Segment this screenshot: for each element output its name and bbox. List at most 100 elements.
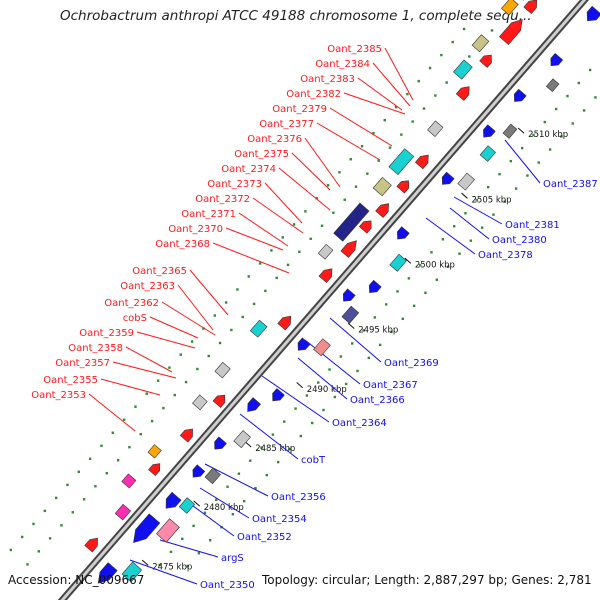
gc-dot (237, 472, 241, 475)
gene-arrow (498, 19, 523, 45)
gene-label: Oant_2357 (55, 358, 110, 369)
gene-arrow (455, 86, 470, 101)
gene-feature (121, 473, 137, 489)
gene-box (313, 338, 331, 357)
gc-dot (192, 524, 195, 528)
gc-dot (322, 408, 325, 412)
gene-box (427, 120, 444, 137)
leader-line (304, 137, 341, 188)
gc-dot (315, 197, 318, 200)
gc-dot (385, 303, 388, 306)
gene-arrow (212, 394, 226, 408)
gene-feature (375, 203, 389, 218)
gc-dot (560, 135, 563, 138)
gene-feature (247, 397, 261, 412)
gene-arrow (247, 397, 261, 412)
gc-dot (162, 406, 165, 410)
gc-dot (54, 496, 58, 500)
gc-dot (275, 276, 278, 280)
gene-label: Oant_2363 (120, 281, 175, 292)
gc-dot (428, 66, 432, 70)
gc-dot (294, 407, 297, 410)
gene-box (389, 253, 407, 272)
gene-box (388, 148, 415, 176)
gc-dot (196, 367, 199, 371)
gc-dot (406, 92, 409, 96)
gc-dot (422, 107, 426, 110)
topology-text: Topology: circular; Length: 2,887,297 bp… (262, 573, 592, 587)
gene-feature (212, 394, 226, 408)
gene-arrow (272, 388, 285, 402)
scale-tick (296, 382, 304, 389)
leader-line (212, 242, 290, 274)
gene-feature (147, 444, 162, 459)
gene-label: cobT (301, 455, 326, 466)
gc-dot (394, 105, 398, 109)
gene-feature (369, 279, 382, 293)
gc-dot (492, 213, 495, 216)
gene-label: Oant_2381 (505, 220, 560, 231)
gene-arrow (97, 562, 118, 584)
gc-dot (469, 239, 472, 242)
gc-dot (197, 552, 201, 555)
gene-feature (427, 120, 444, 137)
gene-arrow (84, 537, 98, 553)
gene-box (178, 497, 196, 514)
gc-dot (356, 369, 359, 373)
gene-box (471, 34, 490, 53)
gc-dot (215, 498, 218, 501)
gc-dot (139, 432, 142, 436)
gene-box (121, 561, 143, 583)
leader-line (100, 378, 161, 396)
gc-dot (400, 133, 403, 136)
gc-dot (309, 237, 312, 240)
gene-feature (455, 86, 470, 101)
gene-feature (501, 0, 519, 16)
gc-dot (288, 447, 291, 451)
leader-line (88, 393, 136, 432)
gene-feature (133, 513, 161, 544)
scale-label: 2510 kbp (528, 130, 568, 140)
gc-dot (158, 563, 161, 567)
gc-dot (452, 225, 456, 228)
leader-line (425, 217, 476, 255)
gene-box (453, 59, 473, 80)
gene-label: Oant_2353 (31, 390, 86, 401)
gene-feature (358, 220, 372, 234)
gc-dot (582, 109, 586, 112)
gene-feature (414, 154, 429, 170)
leader-line (136, 331, 196, 349)
gc-dot (66, 483, 69, 487)
gc-dot (116, 459, 120, 462)
gc-dot (526, 174, 529, 177)
gc-dot (128, 445, 131, 449)
gene-box (457, 172, 475, 191)
gc-dot (20, 535, 24, 539)
gc-dot (271, 433, 275, 436)
gc-dot (202, 327, 205, 330)
gc-dot (94, 485, 97, 488)
leader-line (225, 227, 284, 251)
gc-dot (305, 394, 309, 397)
gene-box (156, 518, 180, 543)
gene-feature (192, 464, 206, 478)
gene-label: cobS (123, 313, 147, 324)
gene-box (479, 145, 496, 162)
scale-label: 2500 kbp (415, 260, 455, 270)
gc-dot (354, 185, 358, 188)
gc-dot (464, 212, 467, 215)
scale-tick (244, 441, 252, 448)
gc-dot (351, 342, 354, 345)
gc-dot (577, 81, 581, 85)
leader-line (449, 207, 490, 240)
gene-label: Oant_2374 (221, 164, 276, 175)
gc-dot (173, 393, 176, 397)
gene-arrow (214, 436, 227, 450)
gene-label: Oant_2369 (384, 358, 439, 369)
leader-line (343, 92, 406, 115)
chromosome-backbone (57, 0, 589, 600)
gene-label: Oant_2364 (332, 418, 387, 429)
backbone-inner (60, 0, 587, 600)
leader-line (329, 317, 382, 363)
gc-dot (373, 316, 377, 319)
